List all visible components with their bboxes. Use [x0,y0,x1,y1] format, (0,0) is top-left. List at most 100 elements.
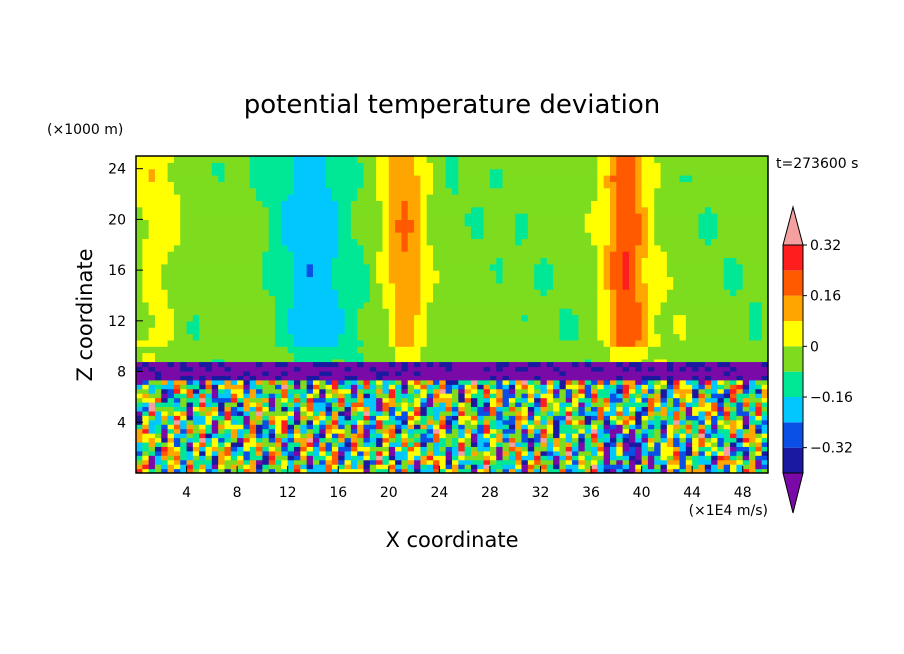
field-cell [268,388,276,394]
field-cell [199,468,207,473]
field-cell [711,206,719,214]
field-cell [470,257,478,265]
field-cell [426,370,434,376]
field-cell [287,168,295,176]
field-cell [186,433,194,439]
field-cell [325,282,333,290]
field-cell [192,464,200,470]
field-cell [357,464,365,470]
field-cell [641,263,649,271]
field-cell [243,333,251,341]
field-cell [755,200,763,208]
field-cell [489,314,497,322]
field-cell [325,276,333,284]
field-cell [211,244,219,252]
field-cell [660,320,668,328]
field-cell [262,375,270,381]
field-cell [319,282,327,290]
field-cell [761,181,768,189]
field-cell [211,263,219,271]
field-cell [559,446,567,452]
field-cell [439,225,447,233]
field-cell [344,464,352,470]
field-cell [628,206,636,214]
field-cell [704,251,712,259]
field-cell [211,232,219,240]
field-cell [369,263,377,271]
field-cell [237,410,245,416]
field-cell [540,251,548,259]
field-cell [464,213,472,220]
field-cell [136,464,143,470]
field-cell [186,393,194,399]
field-cell [300,270,308,278]
field-cell [180,333,188,341]
field-cell [610,270,617,278]
field-cell [685,282,693,290]
field-cell [559,327,567,335]
field-cell [508,366,516,372]
field-cell [281,320,289,328]
field-cell [338,295,346,303]
field-cell [433,406,440,412]
field-cell [369,415,377,421]
field-cell [426,362,434,368]
field-cell [660,301,668,309]
field-cell [553,225,561,233]
field-cell [439,314,447,322]
field-cell [477,225,485,233]
field-cell [148,441,156,447]
field-cell [224,379,232,385]
field-cell [635,156,643,163]
field-cell [344,289,352,297]
field-cell [262,384,270,390]
field-cell [180,194,188,201]
field-cell [603,232,611,240]
field-cell [559,397,567,403]
field-cell [211,320,219,328]
field-cell [388,238,396,246]
field-cell [692,320,700,328]
field-cell [173,232,181,240]
field-cell [603,276,611,284]
field-cell [306,282,314,290]
field-cell [508,468,516,473]
field-cell [508,301,516,309]
field-cell [616,352,624,360]
field-cell [692,282,700,290]
field-cell [161,401,169,408]
field-cell [376,333,384,341]
field-cell [262,415,270,421]
field-cell [559,428,567,434]
field-cell [679,295,687,303]
field-cell [161,276,169,284]
field-cell [319,257,327,265]
field-cell [660,225,668,233]
field-cell [338,433,346,439]
field-cell [711,339,719,347]
field-cell [736,194,744,201]
field-cell [742,187,750,195]
field-cell [534,424,542,430]
field-cell [256,244,263,252]
field-cell [161,352,169,360]
field-cell [249,419,257,425]
field-cell [350,468,358,473]
field-cell [534,219,542,227]
field-cell [376,162,384,170]
field-cell [357,437,365,443]
field-cell [388,441,396,447]
field-cell [224,270,232,278]
field-cell [736,301,744,309]
field-cell [546,181,554,189]
field-cell [692,156,700,163]
field-cell [723,200,731,208]
field-cell [395,346,403,354]
field-cell [477,370,485,376]
field-cell [559,346,567,354]
field-cell [300,433,308,439]
field-cell [281,289,289,297]
field-cell [572,320,579,328]
field-cell [742,194,750,201]
field-cell [224,219,232,227]
